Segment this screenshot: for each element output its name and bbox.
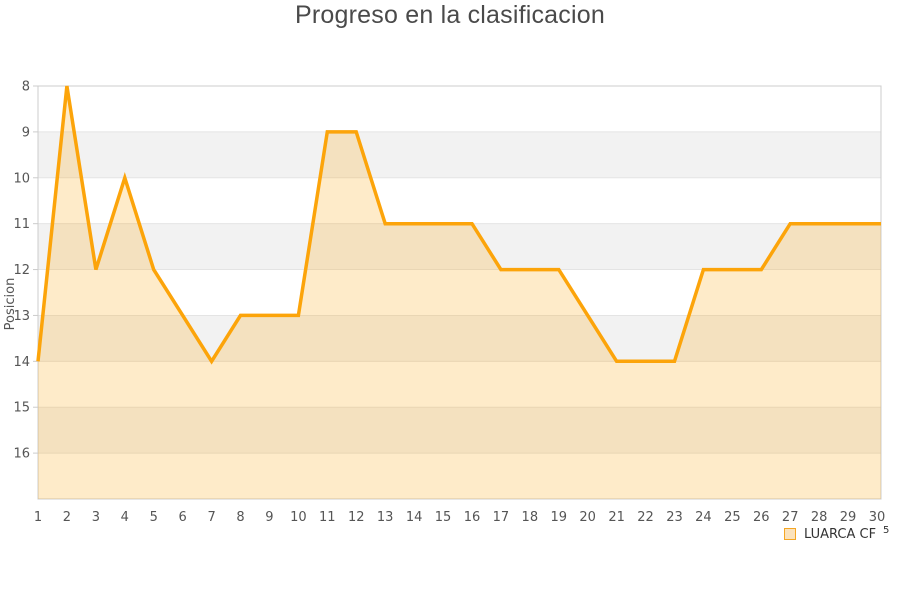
plot-band: [38, 407, 881, 454]
x-tick-label: 9: [265, 510, 273, 525]
y-tick-label: 11: [13, 217, 30, 232]
chart-title: Progreso en la clasificacion: [295, 1, 605, 29]
series-line-luarca-cf: [36, 85, 881, 365]
plot-band: [38, 361, 881, 408]
y-tick-label: 10: [13, 171, 30, 186]
plot-band: [38, 453, 881, 499]
legend-label: LUARCA CF: [804, 526, 877, 542]
x-tick-label: 20: [579, 510, 596, 525]
legend-item-luarca-cf[interactable]: LUARCA CF 5: [784, 525, 889, 543]
plot-band: [38, 131, 881, 178]
x-tick-label: 18: [522, 510, 539, 525]
x-tick-label: 25: [724, 510, 741, 525]
x-tick-label: 28: [811, 510, 828, 525]
legend-swatch-icon: [784, 528, 796, 540]
x-tick-label: 2: [63, 510, 71, 525]
x-tick-label: 8: [236, 510, 244, 525]
x-tick-label: 13: [377, 510, 394, 525]
x-tick-label: 3: [92, 510, 100, 525]
x-tick-label: 23: [666, 510, 683, 525]
plot-band: [38, 86, 881, 132]
x-tick-label: 6: [179, 510, 187, 525]
x-tick-label: 5: [150, 510, 158, 525]
y-tick-label: 13: [13, 309, 30, 324]
plot-band: [38, 315, 881, 362]
x-tick-label: 16: [464, 510, 481, 525]
x-tick-label: 21: [608, 510, 625, 525]
y-tick-label: 15: [13, 401, 30, 416]
series-area-luarca-cf: [38, 86, 881, 499]
x-tick-label: 11: [319, 510, 336, 525]
x-tick-label: 30: [869, 510, 886, 525]
y-tick-label: 9: [22, 125, 30, 140]
y-tick-label: 16: [13, 447, 30, 462]
x-tick-label: 29: [840, 510, 857, 525]
x-tick-label: 17: [493, 510, 510, 525]
plot-border: [37, 85, 882, 500]
plot-band: [38, 177, 881, 224]
x-tick-label: 22: [637, 510, 654, 525]
x-tick-label: 15: [435, 510, 452, 525]
x-tick-label: 24: [695, 510, 712, 525]
legend-superscript: 5: [883, 524, 890, 536]
x-tick-label: 27: [782, 510, 799, 525]
plot-band: [38, 223, 881, 270]
x-tick-label: 26: [753, 510, 770, 525]
x-tick-label: 12: [348, 510, 365, 525]
y-tick-label: 12: [13, 263, 30, 278]
x-tick-label: 4: [121, 510, 129, 525]
x-tick-label: 19: [550, 510, 567, 525]
x-tick-label: 14: [406, 510, 423, 525]
x-tick-label: 1: [34, 510, 42, 525]
y-tick-label: 14: [13, 355, 30, 370]
y-tick-label: 8: [22, 80, 30, 95]
x-tick-label: 10: [290, 510, 307, 525]
x-tick-label: 7: [207, 510, 215, 525]
